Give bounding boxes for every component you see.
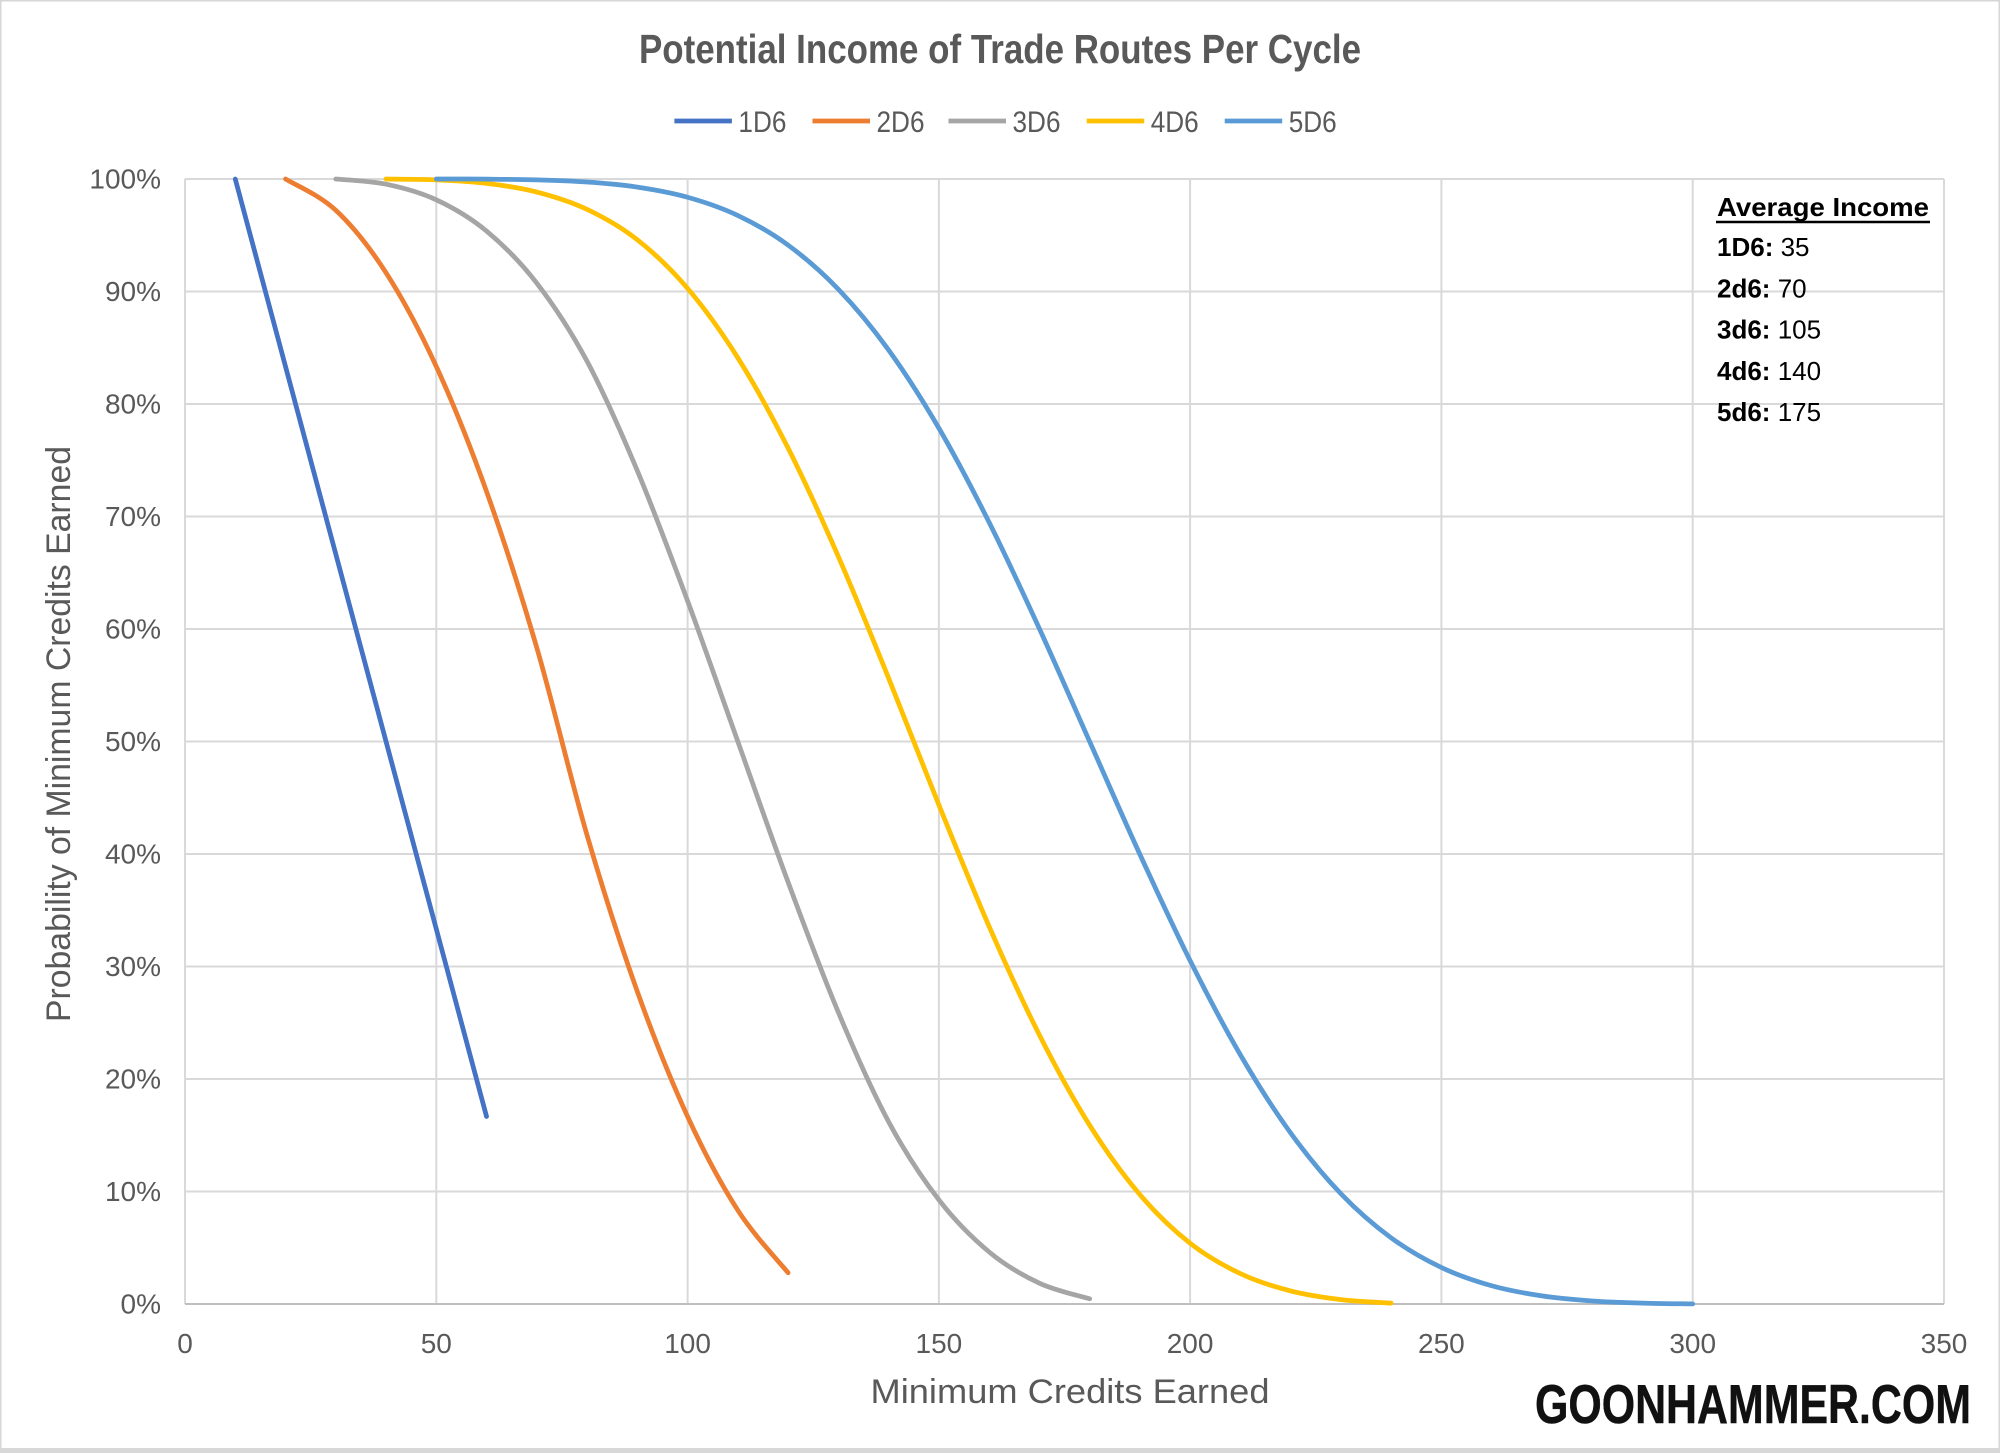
svg-text:40%: 40% xyxy=(105,839,161,870)
svg-text:150: 150 xyxy=(916,1328,963,1359)
svg-text:50%: 50% xyxy=(105,726,161,757)
svg-text:5d6: 175: 5d6: 175 xyxy=(1717,397,1821,427)
svg-text:Potential Income of Trade Rout: Potential Income of Trade Routes Per Cyc… xyxy=(639,26,1361,72)
svg-text:100: 100 xyxy=(664,1328,711,1359)
svg-text:0: 0 xyxy=(177,1328,193,1359)
svg-text:200: 200 xyxy=(1167,1328,1214,1359)
svg-text:20%: 20% xyxy=(105,1064,161,1095)
svg-text:30%: 30% xyxy=(105,951,161,982)
svg-text:1D6: 1D6 xyxy=(738,106,786,139)
svg-text:1D6: 35: 1D6: 35 xyxy=(1717,232,1810,262)
svg-text:Probability of Minimum Credits: Probability of Minimum Credits Earned xyxy=(40,446,78,1022)
svg-text:250: 250 xyxy=(1418,1328,1465,1359)
svg-text:4D6: 4D6 xyxy=(1151,106,1199,139)
svg-text:0%: 0% xyxy=(121,1289,161,1320)
svg-text:90%: 90% xyxy=(105,276,161,307)
svg-text:300: 300 xyxy=(1669,1328,1716,1359)
svg-text:100%: 100% xyxy=(89,164,161,195)
svg-text:50: 50 xyxy=(421,1328,452,1359)
svg-text:80%: 80% xyxy=(105,389,161,420)
svg-text:3d6: 105: 3d6: 105 xyxy=(1717,315,1821,345)
svg-text:3D6: 3D6 xyxy=(1013,106,1061,139)
svg-text:70%: 70% xyxy=(105,501,161,532)
svg-text:Minimum Credits Earned: Minimum Credits Earned xyxy=(871,1373,1270,1411)
svg-text:2d6: 70: 2d6: 70 xyxy=(1717,273,1807,303)
svg-text:2D6: 2D6 xyxy=(877,106,925,139)
svg-text:4d6: 140: 4d6: 140 xyxy=(1717,356,1821,386)
svg-text:5D6: 5D6 xyxy=(1289,106,1337,139)
svg-text:60%: 60% xyxy=(105,614,161,645)
svg-text:10%: 10% xyxy=(105,1176,161,1207)
svg-text:350: 350 xyxy=(1921,1328,1968,1359)
svg-text:GOONHAMMER.COM: GOONHAMMER.COM xyxy=(1535,1373,1971,1435)
svg-text:Average Income: Average Income xyxy=(1717,192,1929,222)
